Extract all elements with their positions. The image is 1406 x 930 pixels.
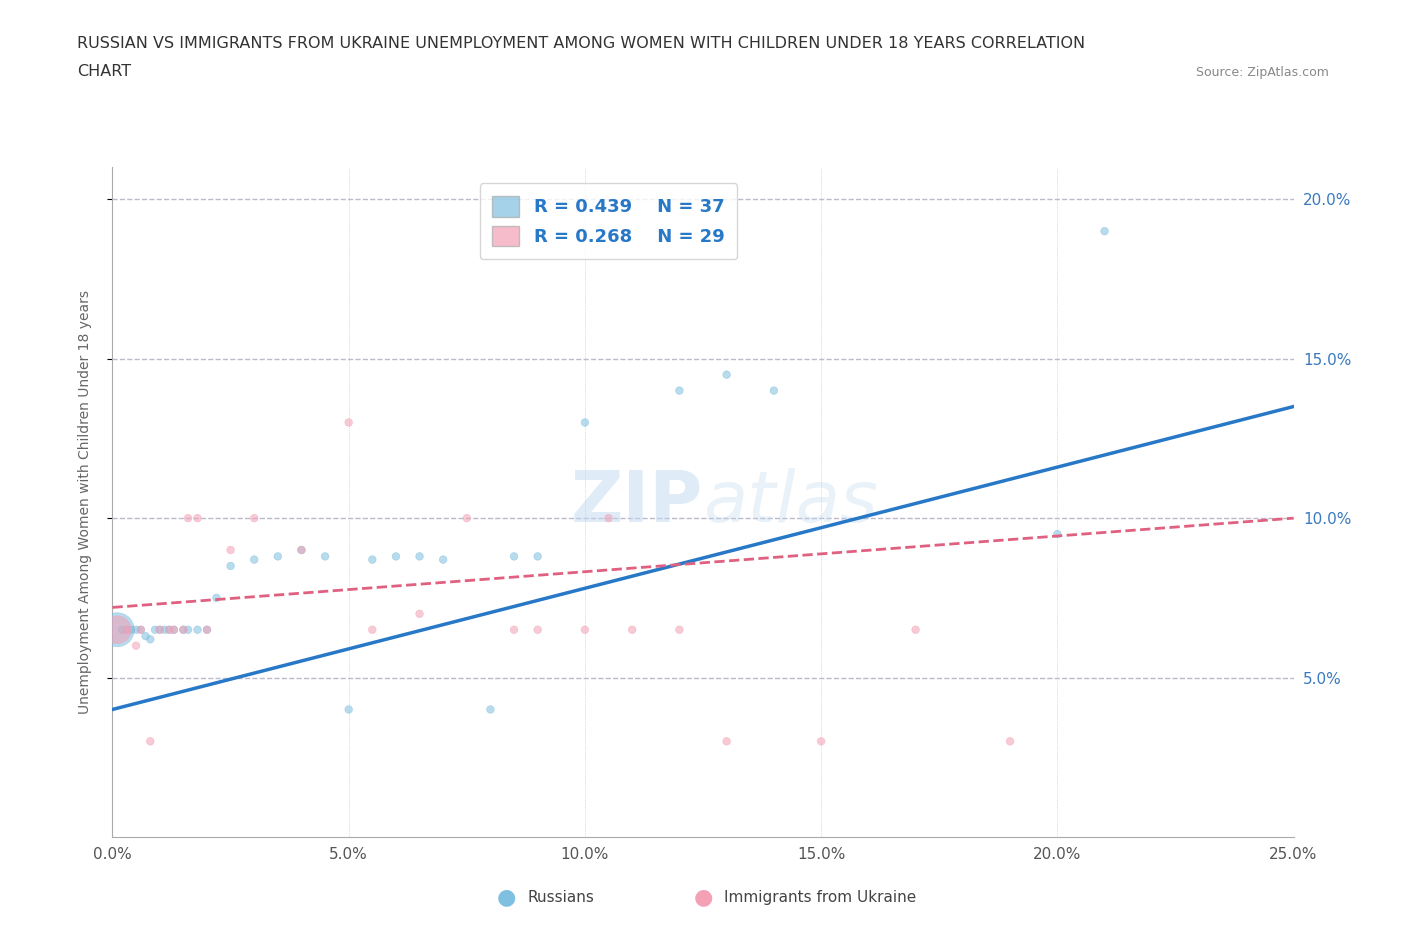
- Point: [243, 552, 266, 567]
- Point: [668, 622, 690, 637]
- Point: [290, 542, 312, 557]
- Point: [385, 549, 408, 564]
- Point: [177, 622, 200, 637]
- Point: [716, 367, 738, 382]
- Point: [998, 734, 1021, 749]
- Point: [314, 549, 336, 564]
- Point: [157, 622, 180, 637]
- Point: [621, 622, 644, 637]
- Text: Source: ZipAtlas.com: Source: ZipAtlas.com: [1195, 66, 1329, 79]
- Point: [219, 542, 242, 557]
- Point: [1046, 526, 1069, 541]
- Point: [149, 622, 172, 637]
- Point: [125, 622, 148, 637]
- Point: [668, 383, 690, 398]
- Point: [163, 622, 186, 637]
- Point: [149, 622, 172, 637]
- Point: [205, 591, 228, 605]
- Point: [195, 622, 218, 637]
- Point: [135, 629, 157, 644]
- Point: [503, 549, 526, 564]
- Point: [267, 549, 290, 564]
- Point: [810, 734, 832, 749]
- Point: [105, 622, 128, 637]
- Point: [143, 622, 166, 637]
- Point: [574, 415, 596, 430]
- Point: [598, 511, 620, 525]
- Point: [361, 552, 384, 567]
- Point: [186, 622, 208, 637]
- Legend: R = 0.439    N = 37, R = 0.268    N = 29: R = 0.439 N = 37, R = 0.268 N = 29: [479, 183, 737, 259]
- Y-axis label: Unemployment Among Women with Children Under 18 years: Unemployment Among Women with Children U…: [77, 290, 91, 714]
- Point: [456, 511, 478, 525]
- Point: [120, 622, 142, 637]
- Point: [195, 622, 218, 637]
- Point: [716, 734, 738, 749]
- Point: [432, 552, 454, 567]
- Text: atlas: atlas: [703, 468, 877, 537]
- Point: [163, 622, 186, 637]
- Point: [479, 702, 502, 717]
- Point: [408, 549, 430, 564]
- Point: [115, 622, 138, 637]
- Point: [111, 622, 134, 637]
- Point: [337, 702, 360, 717]
- Point: [219, 559, 242, 574]
- Point: [129, 622, 152, 637]
- Point: [139, 734, 162, 749]
- Point: [105, 622, 128, 637]
- Point: [408, 606, 430, 621]
- Point: [157, 622, 180, 637]
- Point: [115, 622, 138, 637]
- Point: [503, 622, 526, 637]
- Text: Immigrants from Ukraine: Immigrants from Ukraine: [724, 890, 917, 905]
- Point: [153, 622, 176, 637]
- Text: ●: ●: [693, 887, 713, 908]
- Point: [243, 511, 266, 525]
- Point: [361, 622, 384, 637]
- Point: [177, 511, 200, 525]
- Text: RUSSIAN VS IMMIGRANTS FROM UKRAINE UNEMPLOYMENT AMONG WOMEN WITH CHILDREN UNDER : RUSSIAN VS IMMIGRANTS FROM UKRAINE UNEMP…: [77, 36, 1085, 51]
- Text: ●: ●: [496, 887, 516, 908]
- Point: [762, 383, 785, 398]
- Point: [172, 622, 194, 637]
- Point: [186, 511, 208, 525]
- Point: [904, 622, 927, 637]
- Point: [290, 542, 312, 557]
- Point: [129, 622, 152, 637]
- Point: [125, 638, 148, 653]
- Text: Russians: Russians: [527, 890, 595, 905]
- Point: [337, 415, 360, 430]
- Point: [172, 622, 194, 637]
- Text: ZIP: ZIP: [571, 468, 703, 537]
- Point: [139, 631, 162, 646]
- Point: [574, 622, 596, 637]
- Point: [1094, 224, 1116, 239]
- Point: [526, 549, 548, 564]
- Text: CHART: CHART: [77, 64, 131, 79]
- Point: [526, 622, 548, 637]
